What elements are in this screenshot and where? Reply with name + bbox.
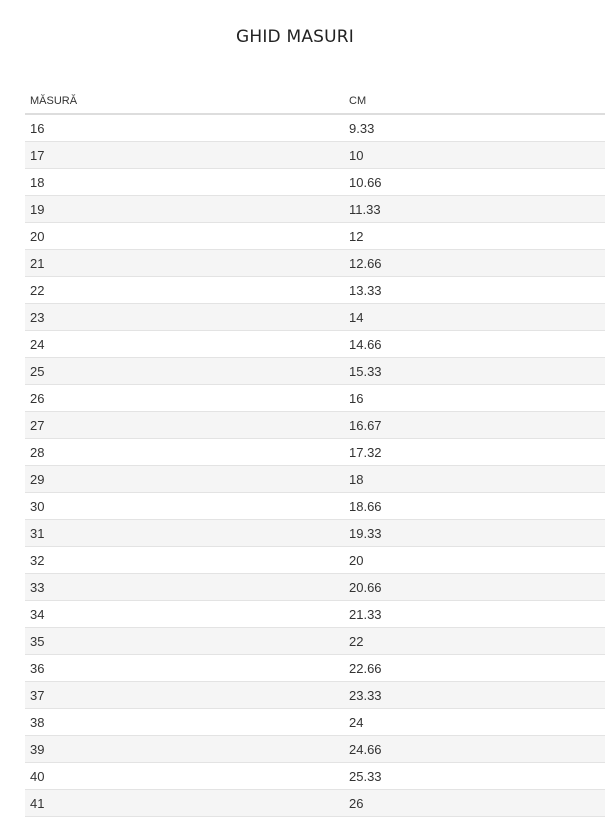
cm-cell: 24.66 — [344, 735, 605, 763]
table-row: 28 17.32 — [25, 438, 605, 466]
size-cell: 24 — [25, 330, 344, 358]
cm-cell: 26 — [344, 789, 605, 817]
cm-cell: 21.33 — [344, 600, 605, 628]
size-cell: 32 — [25, 546, 344, 574]
size-cell: 33 — [25, 573, 344, 601]
cm-cell: 14 — [344, 303, 605, 331]
table-row: 17 10 — [25, 141, 605, 169]
cm-cell: 24 — [344, 708, 605, 736]
size-cell: 27 — [25, 411, 344, 439]
size-cell: 38 — [25, 708, 344, 736]
cm-cell: 17.32 — [344, 438, 605, 466]
table-row: 19 11.33 — [25, 195, 605, 223]
table-row: 34 21.33 — [25, 600, 605, 628]
cm-cell: 22.66 — [344, 654, 605, 682]
size-cell: 22 — [25, 276, 344, 304]
table-row: 18 10.66 — [25, 168, 605, 196]
table-row: 20 12 — [25, 222, 605, 250]
table-row: 32 20 — [25, 546, 605, 574]
cm-cell: 20.66 — [344, 573, 605, 601]
size-cell: 29 — [25, 465, 344, 493]
cm-cell: 10.66 — [344, 168, 605, 196]
size-cell: 23 — [25, 303, 344, 331]
table-row: 33 20.66 — [25, 573, 605, 601]
table-row: 39 24.66 — [25, 735, 605, 763]
table-row: 35 22 — [25, 627, 605, 655]
table-row: 25 15.33 — [25, 357, 605, 385]
cm-cell: 18 — [344, 465, 605, 493]
table-row: 41 26 — [25, 789, 605, 817]
cm-cell: 12.66 — [344, 249, 605, 277]
cm-cell: 10 — [344, 141, 605, 169]
table-row: 27 16.67 — [25, 411, 605, 439]
size-cell: 17 — [25, 141, 344, 169]
size-cell: 41 — [25, 789, 344, 817]
header-cm: CM — [344, 90, 605, 115]
size-cell: 16 — [25, 114, 344, 142]
cm-cell: 9.33 — [344, 114, 605, 142]
header-size: MĂSURĂ — [25, 90, 344, 115]
table-row: 23 14 — [25, 303, 605, 331]
size-cell: 18 — [25, 168, 344, 196]
cm-cell: 20 — [344, 546, 605, 574]
size-cell: 20 — [25, 222, 344, 250]
table-row: 30 18.66 — [25, 492, 605, 520]
size-cell: 36 — [25, 654, 344, 682]
cm-cell: 15.33 — [344, 357, 605, 385]
size-cell: 31 — [25, 519, 344, 547]
cm-cell: 22 — [344, 627, 605, 655]
page-title: GHID MASURI — [235, 27, 355, 47]
size-cell: 30 — [25, 492, 344, 520]
cm-cell: 13.33 — [344, 276, 605, 304]
size-cell: 28 — [25, 438, 344, 466]
size-cell: 40 — [25, 762, 344, 790]
table-row: 37 23.33 — [25, 681, 605, 709]
cm-cell: 12 — [344, 222, 605, 250]
size-cell: 19 — [25, 195, 344, 223]
size-cell: 37 — [25, 681, 344, 709]
cm-cell: 19.33 — [344, 519, 605, 547]
table-row: 36 22.66 — [25, 654, 605, 682]
size-cell: 34 — [25, 600, 344, 628]
cm-cell: 16 — [344, 384, 605, 412]
table-row: 22 13.33 — [25, 276, 605, 304]
table-row: 24 14.66 — [25, 330, 605, 358]
table-header-row: MĂSURĂ CM — [25, 90, 605, 115]
table-row: 29 18 — [25, 465, 605, 493]
cm-cell: 25.33 — [344, 762, 605, 790]
cm-cell: 18.66 — [344, 492, 605, 520]
size-cell: 21 — [25, 249, 344, 277]
table-row: 38 24 — [25, 708, 605, 736]
size-cell: 26 — [25, 384, 344, 412]
table-row: 21 12.66 — [25, 249, 605, 277]
size-cell: 39 — [25, 735, 344, 763]
table-row: 40 25.33 — [25, 762, 605, 790]
cm-cell: 14.66 — [344, 330, 605, 358]
size-cell: 25 — [25, 357, 344, 385]
size-guide-table: MĂSURĂ CM 16 9.33 17 10 18 10.66 19 11.33 20 12 21… — [25, 90, 605, 817]
cm-cell: 11.33 — [344, 195, 605, 223]
cm-cell: 16.67 — [344, 411, 605, 439]
cm-cell: 23.33 — [344, 681, 605, 709]
table-row: 16 9.33 — [25, 114, 605, 142]
size-cell: 35 — [25, 627, 344, 655]
table-row: 31 19.33 — [25, 519, 605, 547]
table-row: 26 16 — [25, 384, 605, 412]
